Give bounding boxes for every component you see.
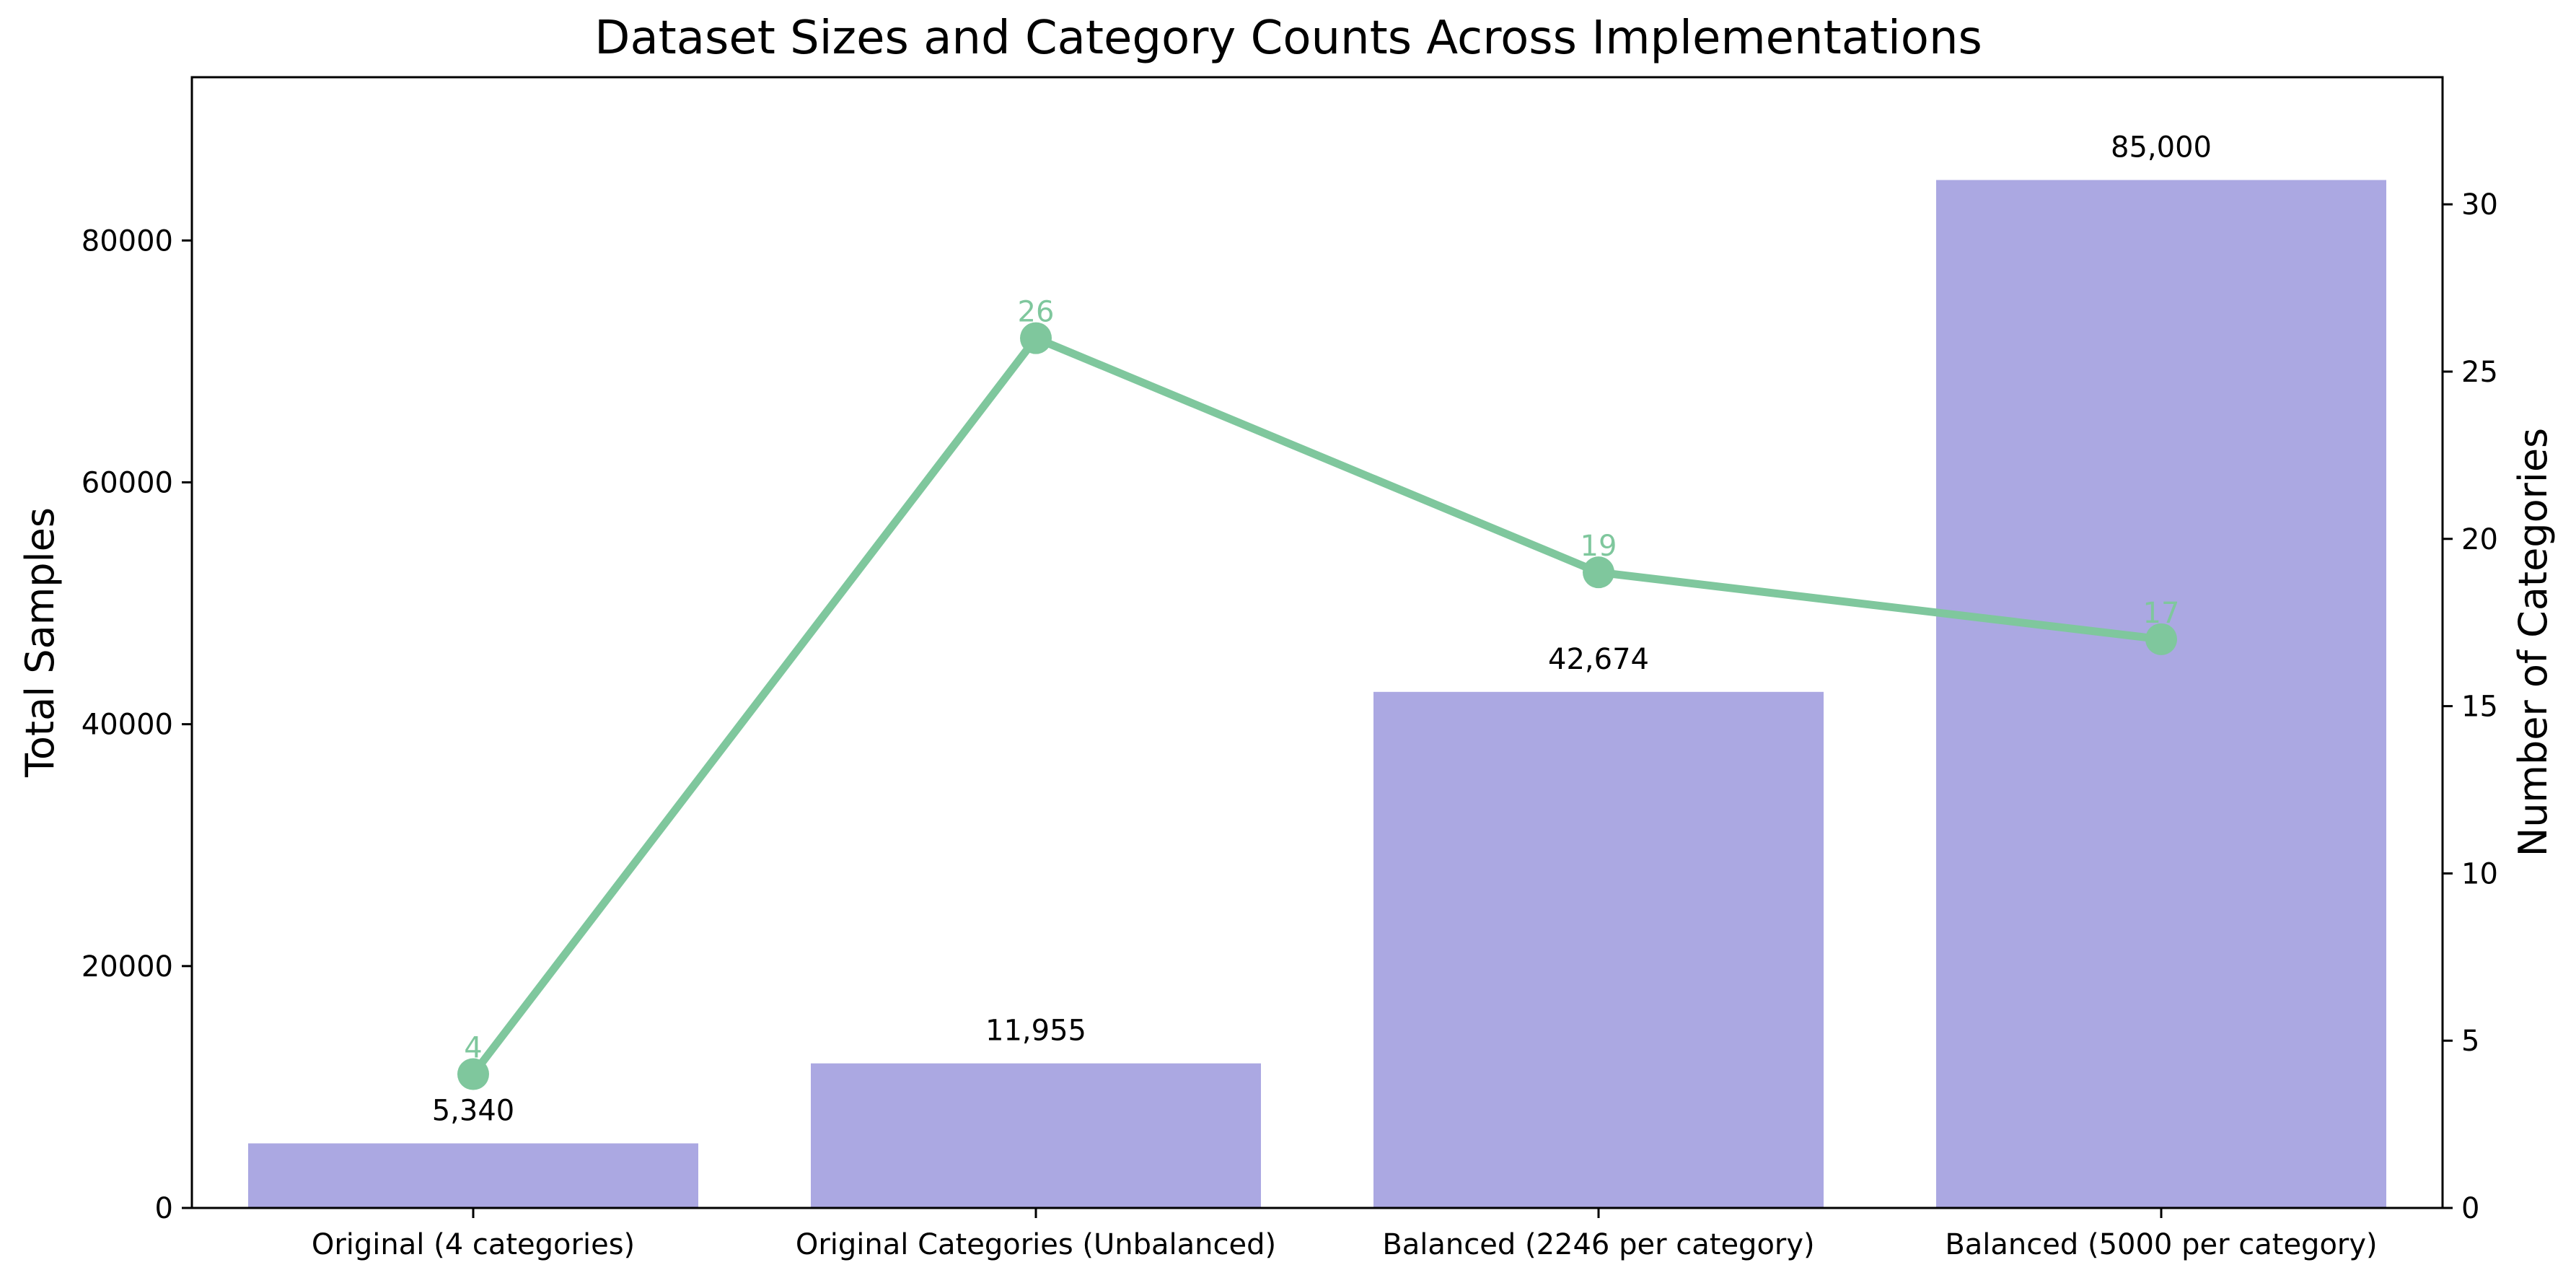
line-point [1583, 556, 1614, 589]
line-point [2145, 623, 2177, 655]
y-tick-label: 80000 [82, 224, 173, 258]
y-tick-label: 20000 [82, 950, 173, 984]
x-tick-label: Original (4 categories) [312, 1228, 635, 1261]
y2-tick-label: 5 [2461, 1025, 2479, 1058]
x-tick-label: Balanced (2246 per category) [1382, 1228, 1814, 1261]
bar [1373, 691, 1824, 1208]
bar-value-label: 85,000 [2111, 131, 2212, 164]
series-line [469, 334, 2166, 1079]
line-layer: 4 26 19 17 [457, 296, 2179, 1090]
y-tick-label: 60000 [82, 466, 173, 499]
line-value-label: 26 [1018, 296, 1055, 329]
line-value-label: 17 [2143, 597, 2180, 630]
x-tick-label: Original Categories (Unbalanced) [796, 1228, 1276, 1261]
plot-frame [190, 76, 2444, 1209]
line-value-label: 19 [1581, 530, 1617, 563]
y2-tick-label: 25 [2461, 356, 2498, 389]
bar-value-label: 42,674 [1548, 643, 1649, 676]
bars-layer: 5,340 11,955 42,674 85,000 [248, 131, 2386, 1208]
bar [248, 1143, 698, 1208]
y2-tick-label: 15 [2461, 691, 2498, 724]
y2-axis-label: Number of Categories [2510, 428, 2556, 857]
line-point [1020, 322, 1052, 354]
y2-tick-label: 10 [2461, 857, 2498, 890]
y-tick-label: 40000 [82, 709, 173, 742]
y2-tick-label: 0 [2461, 1192, 2479, 1225]
x-tick-label: Balanced (5000 per category) [1945, 1228, 2377, 1261]
bar [1936, 180, 2386, 1208]
bar-value-label: 5,340 [432, 1095, 515, 1128]
y2-tick-label: 20 [2461, 523, 2498, 556]
bar-value-label: 11,955 [985, 1015, 1086, 1048]
y-tick-label: 0 [155, 1192, 173, 1225]
bar [811, 1063, 1261, 1208]
y2-tick-label: 30 [2461, 188, 2498, 222]
line-value-label: 4 [464, 1032, 482, 1065]
y-axis-label: Total Samples [17, 507, 63, 778]
chart-title: Dataset Sizes and Category Counts Across… [594, 12, 1982, 65]
line-point [457, 1058, 489, 1090]
axes-layer: 0 20000 40000 60000 80000 0 5 10 15 20 25 30 Origina… [82, 76, 2498, 1261]
